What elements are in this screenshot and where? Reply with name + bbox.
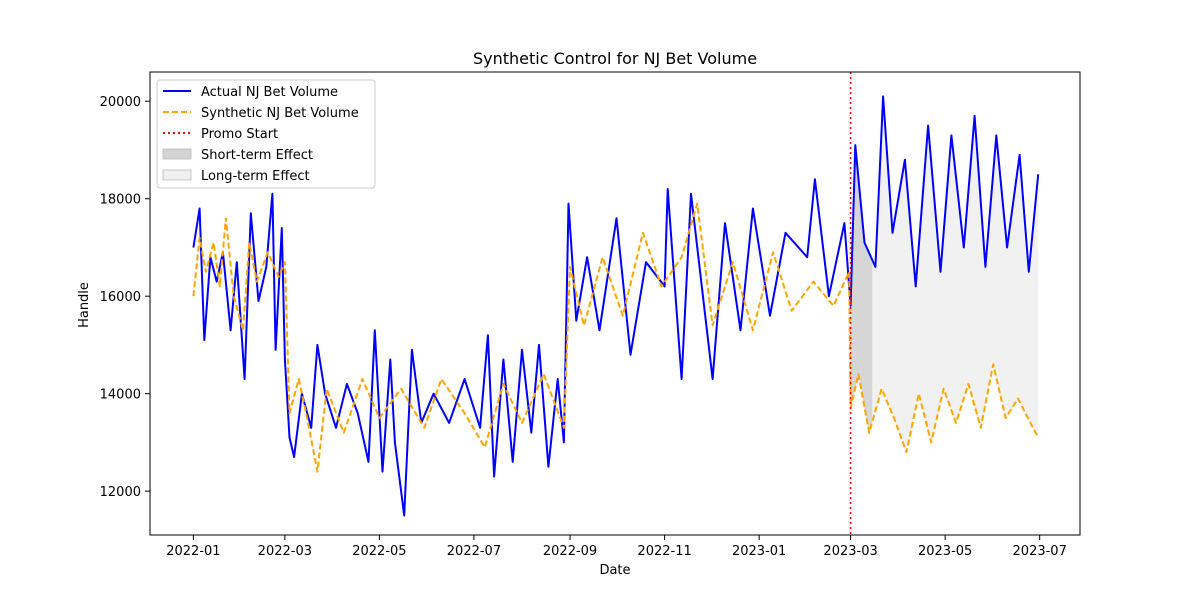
synthetic-volume-line xyxy=(192,202,1040,473)
legend-entry-long-term-swatch xyxy=(162,169,192,181)
x-axis-label: Date xyxy=(599,563,630,578)
axes: 2022-01 2022-03 2022-05 2022-07 2022-09 2022-… xyxy=(100,71,1081,559)
x-tick-label: 2022-11 xyxy=(637,544,691,559)
y-tick-label: 12000 xyxy=(100,485,141,500)
x-tick-label: 2023-05 xyxy=(918,544,972,559)
long-term-effect-band xyxy=(850,96,1039,453)
legend-entry-short-term-label: Short-term Effect xyxy=(201,148,313,163)
plot-inner xyxy=(192,95,1040,517)
x-tick-label: 2022-09 xyxy=(543,544,597,559)
legend: Actual NJ Bet Volume Synthetic NJ Bet Vol… xyxy=(156,79,376,189)
legend-entry-promo-start-label: Promo Start xyxy=(201,127,278,142)
actual-volume-line xyxy=(192,95,1040,517)
legend-entry-synthetic-label: Synthetic NJ Bet Volume xyxy=(201,106,359,121)
legend-entry-short-term-swatch xyxy=(162,148,192,160)
x-tick-label: 2023-07 xyxy=(1013,544,1067,559)
x-tick-label: 2022-01 xyxy=(166,544,220,559)
x-tick-label: 2023-01 xyxy=(732,544,786,559)
legend-entry-long-term-label: Long-term Effect xyxy=(201,169,310,184)
y-tick-label: 20000 xyxy=(100,95,141,110)
legend-box xyxy=(156,79,376,189)
y-tick-label: 14000 xyxy=(100,388,141,403)
legend-entry-actual-label: Actual NJ Bet Volume xyxy=(201,85,338,100)
x-tick-label: 2022-03 xyxy=(258,544,312,559)
y-tick-label: 16000 xyxy=(100,290,141,305)
y-tick-label: 18000 xyxy=(100,193,141,208)
plot-frame xyxy=(149,71,1081,536)
x-tick-label: 2022-05 xyxy=(352,544,406,559)
x-tick-label: 2022-07 xyxy=(447,544,501,559)
plot-area xyxy=(192,72,1040,535)
short-term-effect-band xyxy=(850,145,873,433)
x-tick-label: 2023-03 xyxy=(823,544,877,559)
y-axis-label: Handle xyxy=(77,282,92,328)
chart-title: Synthetic Control for NJ Bet Volume xyxy=(473,49,757,68)
